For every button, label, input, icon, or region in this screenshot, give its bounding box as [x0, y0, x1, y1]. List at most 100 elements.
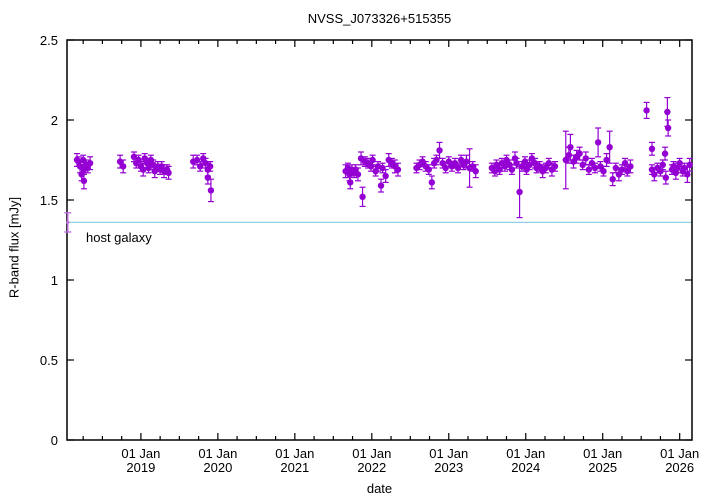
x-tick-line1: 01 Jan — [198, 446, 238, 461]
chart-title: NVSS_J073326+515355 — [307, 11, 452, 26]
data-point — [79, 156, 87, 164]
x-tick-label: 01 Jan 2025 — [568, 447, 638, 475]
data-point — [542, 164, 549, 172]
data-point — [354, 171, 362, 178]
data-point — [621, 160, 629, 167]
data-point — [433, 156, 440, 164]
x-tick-line1: 01 Jan — [352, 446, 392, 461]
x-tick-line1: 01 Jan — [583, 446, 623, 461]
data-point — [425, 166, 432, 173]
data-point — [518, 163, 526, 170]
x-tick-line1: 01 Jan — [660, 446, 700, 461]
data-point — [445, 158, 452, 165]
data-point — [597, 163, 604, 170]
data-point — [151, 168, 158, 175]
data-point — [676, 160, 683, 167]
x-tick-line2: 2019 — [126, 460, 156, 475]
data-point — [615, 171, 623, 178]
data-point — [567, 144, 574, 151]
data-point — [80, 177, 88, 184]
data-point — [428, 179, 436, 186]
x-tick-line2: 2026 — [665, 460, 695, 475]
data-point — [521, 158, 529, 165]
data-point — [472, 168, 479, 175]
data-point — [686, 161, 693, 168]
data-point — [545, 160, 553, 167]
data-point — [193, 156, 201, 164]
y-tick-label: 1.5 — [39, 193, 58, 208]
data-point — [603, 156, 610, 164]
data-point — [609, 176, 616, 183]
data-point — [588, 160, 596, 167]
data-point — [523, 166, 530, 173]
data-point — [442, 164, 449, 172]
data-point — [513, 160, 520, 167]
data-point — [347, 179, 354, 186]
data-point — [516, 188, 523, 196]
x-tick-label: 01 Jan 2021 — [260, 447, 330, 475]
data-point — [436, 147, 443, 154]
data-point — [591, 164, 599, 172]
data-point — [664, 108, 671, 116]
data-point — [659, 161, 666, 168]
x-tick-label: 01 Jan 2022 — [337, 447, 407, 475]
data-point — [582, 155, 589, 162]
x-tick-label: 01 Jan 2019 — [106, 447, 176, 475]
data-point — [207, 187, 215, 194]
data-point — [618, 166, 626, 173]
data-point — [419, 158, 426, 165]
x-tick-line2: 2021 — [280, 460, 310, 475]
data-point — [439, 160, 446, 167]
data-point — [86, 160, 94, 167]
y-tick-label: 1 — [50, 273, 58, 288]
data-point — [508, 166, 516, 173]
data-point — [664, 124, 672, 132]
y-tick-label: 2.5 — [39, 33, 58, 48]
host-galaxy-annotation: host galaxy — [86, 230, 152, 245]
data-point — [661, 150, 669, 157]
x-axis-label: date — [366, 481, 393, 496]
x-tick-label: 01 Jan 2024 — [491, 447, 561, 475]
data-point — [204, 174, 212, 181]
data-point — [600, 168, 607, 175]
data-point — [119, 163, 127, 170]
y-tick-label: 2 — [50, 113, 58, 128]
data-point — [648, 145, 656, 152]
data-point — [145, 164, 152, 172]
data-point — [503, 156, 510, 164]
data-point — [612, 164, 619, 172]
data-point — [551, 163, 559, 170]
reference-point — [66, 220, 70, 224]
data-point — [562, 156, 569, 164]
x-tick-line2: 2024 — [511, 460, 541, 475]
data-point — [165, 169, 172, 176]
y-tick-label: 0.5 — [39, 353, 58, 368]
x-tick-line1: 01 Jan — [506, 446, 546, 461]
data-point — [606, 144, 613, 151]
data-point — [493, 161, 500, 168]
data-point — [585, 166, 593, 173]
data-point — [627, 163, 634, 170]
data-point — [681, 164, 688, 172]
x-tick-label: 01 Jan 2020 — [183, 447, 253, 475]
data-point — [451, 160, 459, 167]
data-point — [140, 166, 147, 173]
x-tick-line2: 2025 — [588, 460, 618, 475]
data-point — [594, 139, 602, 146]
x-tick-line2: 2023 — [434, 460, 464, 475]
x-tick-line1: 01 Jan — [121, 446, 161, 461]
data-point — [394, 166, 402, 173]
x-tick-line2: 2022 — [357, 460, 387, 475]
x-tick-label: 01 Jan 2023 — [414, 447, 484, 475]
data-point — [206, 163, 214, 170]
data-point — [651, 171, 658, 178]
data-point — [382, 172, 389, 180]
x-tick-line2: 2020 — [203, 460, 233, 475]
data-point — [359, 193, 366, 200]
x-tick-line1: 01 Jan — [275, 446, 315, 461]
data-point — [528, 155, 536, 162]
data-point — [579, 161, 586, 168]
data-point — [684, 171, 691, 178]
